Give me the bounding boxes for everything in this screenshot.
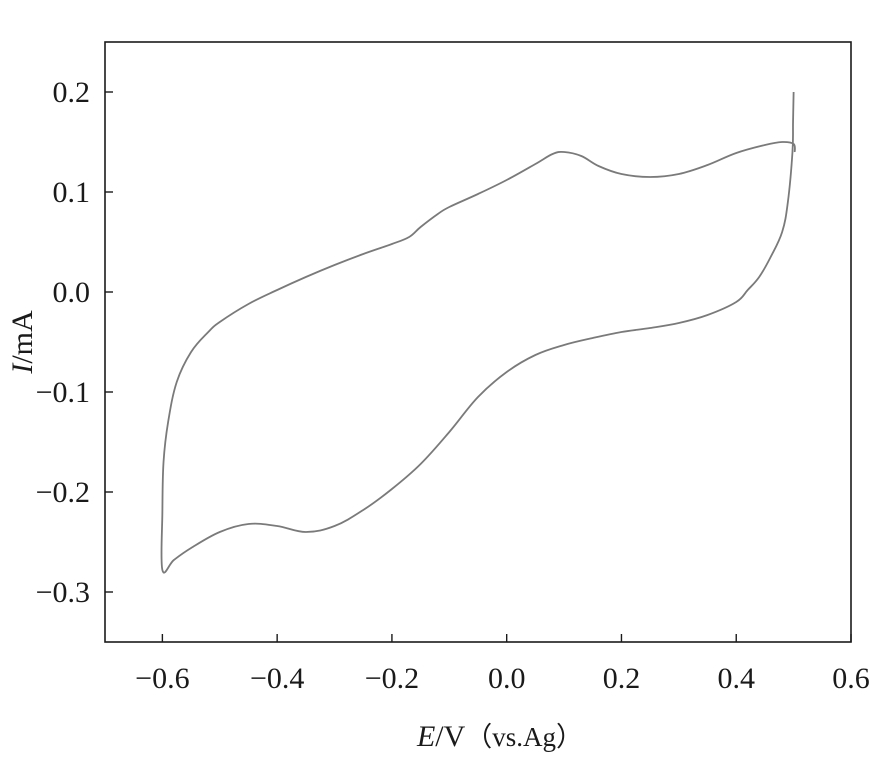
x-tick-label: 0.2 <box>603 662 641 695</box>
y-tick-label: −0.3 <box>36 576 90 609</box>
y-tick-label: 0.0 <box>53 276 91 309</box>
x-axis-label-ref: （vs.Ag） <box>465 722 583 752</box>
y-tick-label: −0.1 <box>36 376 90 409</box>
plot-frame <box>104 41 852 643</box>
x-axis-label-unit: /V <box>435 720 465 753</box>
y-tick-label: 0.1 <box>53 176 91 209</box>
x-tick-label: −0.2 <box>365 662 419 695</box>
x-tick-label: 0.0 <box>488 662 526 695</box>
y-axis-label: I/mA <box>6 310 39 375</box>
y-axis-label-symbol: I <box>6 362 39 375</box>
x-axis-label: E/V（vs.Ag） <box>416 720 583 753</box>
x-axis-tick-labels: −0.6 −0.4 −0.2 0.0 0.2 0.4 0.6 <box>135 662 870 695</box>
x-tick-label: 0.4 <box>717 662 755 695</box>
x-axis-ticks <box>161 634 852 642</box>
x-tick-label: 0.6 <box>832 662 870 695</box>
x-tick-label: −0.6 <box>135 662 189 695</box>
cv-curve-line <box>160 91 796 574</box>
x-tick-label: −0.4 <box>250 662 304 695</box>
y-tick-label: −0.2 <box>36 476 90 509</box>
x-axis-label-symbol: E <box>416 720 435 753</box>
y-axis-ticks <box>105 91 113 593</box>
y-tick-label: 0.2 <box>53 76 91 109</box>
y-axis-tick-labels: 0.2 0.1 0.0 −0.1 −0.2 −0.3 <box>36 76 90 609</box>
y-axis-label-unit: /mA <box>6 310 39 364</box>
